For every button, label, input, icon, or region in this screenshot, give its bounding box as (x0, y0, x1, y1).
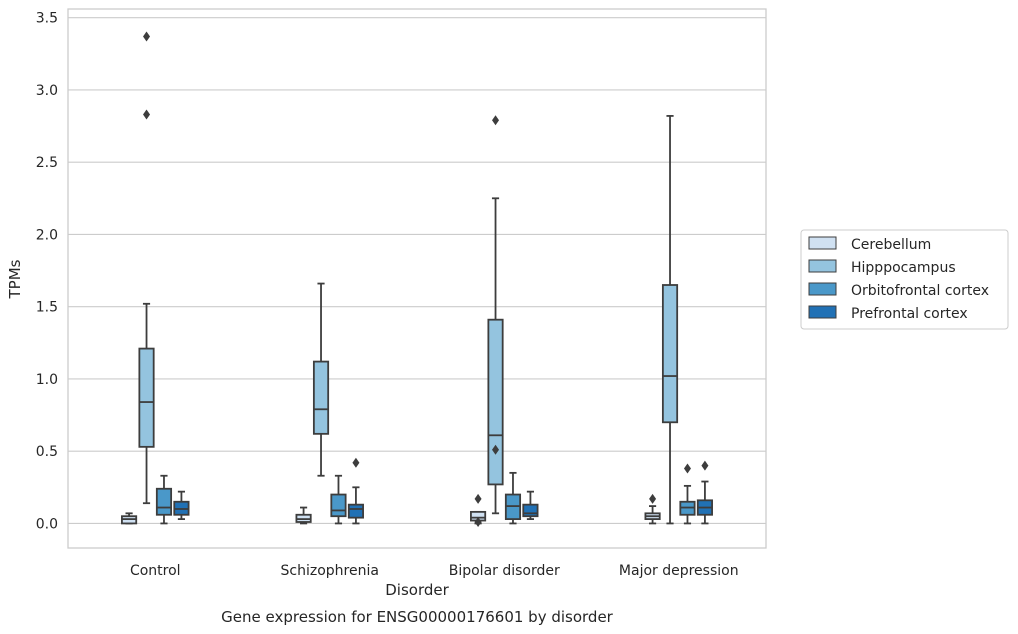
box-iqr (155, 487, 173, 516)
box-iqr (330, 493, 347, 518)
legend-label: Orbitofrontal cortex (851, 283, 989, 299)
y-tick-label: 0.0 (36, 516, 58, 532)
y-tick-label: 2.0 (36, 227, 58, 243)
outlier-marker (352, 457, 360, 468)
box-plot (696, 460, 713, 525)
legend-swatch (808, 305, 837, 319)
gridlines (68, 17, 766, 525)
box-plot (470, 493, 487, 527)
box-plot (330, 474, 347, 525)
x-axis-ticks: Control Schizophrenia Bipolar disorder Majo… (130, 563, 739, 579)
y-tick-label: 2.5 (36, 155, 58, 171)
outlier-marker (474, 493, 482, 504)
box-plot (679, 463, 696, 525)
outlier-marker (701, 460, 709, 471)
y-axis-ticks: 0.0 0.5 1.0 1.5 2.0 2.5 3.0 3.5 (36, 11, 58, 533)
outlier-marker (649, 493, 657, 504)
box-plot (644, 493, 661, 525)
outlier-marker (492, 444, 500, 455)
box-plot (121, 512, 138, 525)
box-iqr (312, 360, 330, 435)
legend-swatch (808, 259, 837, 273)
box-plot (522, 490, 539, 520)
plot-frame (67, 8, 767, 549)
box-plot (173, 490, 190, 520)
outlier-marker (143, 31, 151, 42)
outlier-marker (143, 109, 151, 120)
box-iqr (487, 318, 504, 486)
x-tick-label: Schizophrenia (281, 563, 379, 579)
y-tick-label: 1.0 (36, 372, 58, 388)
box-iqr (661, 284, 679, 424)
legend-swatch (808, 282, 837, 296)
box-plot (312, 282, 330, 477)
legend: Cerebellum Hipppocampus Orbitofrontal cort… (800, 229, 1009, 330)
box-plot (295, 506, 312, 525)
box-iqr (522, 503, 539, 518)
x-tick-label: Control (130, 563, 181, 579)
box-series (121, 31, 713, 527)
outlier-marker (683, 463, 691, 474)
y-tick-label: 3.0 (36, 83, 58, 99)
y-tick-label: 1.5 (36, 300, 58, 316)
outlier-marker (492, 115, 500, 126)
chart-title: Gene expression for ENSG00000176601 by d… (221, 608, 614, 626)
box-plot (138, 31, 155, 505)
box-iqr (138, 347, 155, 448)
box-plot (487, 115, 504, 515)
box-plot (347, 457, 364, 525)
x-tick-label: Major depression (619, 563, 739, 579)
legend-label: Hipppocampus (851, 260, 956, 276)
outlier-marker (474, 516, 482, 527)
legend-label: Cerebellum (851, 237, 931, 253)
y-tick-label: 3.5 (36, 11, 58, 27)
box-plot (504, 471, 522, 525)
y-axis-label: TPMs (6, 259, 24, 299)
x-tick-label: Bipolar disorder (449, 563, 560, 579)
box-plot (155, 474, 173, 525)
box-plot (661, 115, 679, 525)
y-tick-label: 0.5 (36, 444, 58, 460)
box-iqr (347, 503, 364, 519)
legend-swatch (808, 236, 837, 250)
legend-label: Prefrontal cortex (851, 306, 968, 322)
plot-area (68, 9, 766, 548)
x-axis-label: Disorder (385, 581, 449, 599)
legend-frame (800, 229, 1009, 330)
